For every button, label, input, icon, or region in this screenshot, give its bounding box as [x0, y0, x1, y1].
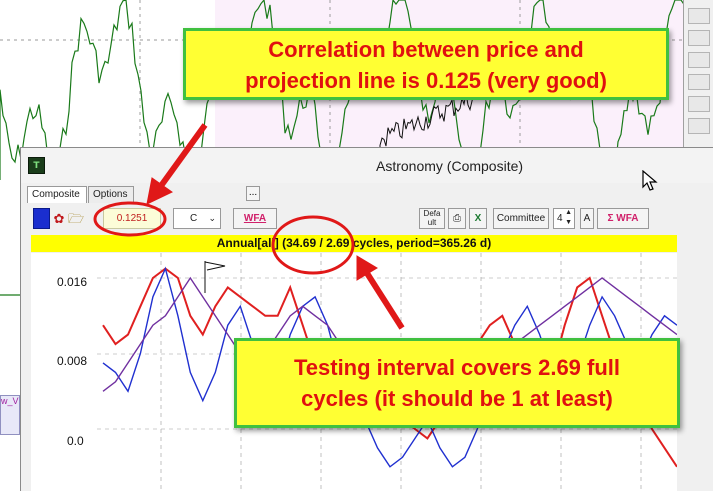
left-stub-label: w_V: [1, 396, 19, 406]
cycle-summary-bar: Annual[all] (34.69 / 2.69 cycles, period…: [31, 235, 677, 252]
color-swatch-button[interactable]: [33, 208, 50, 229]
spinner-value: 4: [557, 213, 563, 224]
dropdown-selected-value: C: [190, 213, 198, 224]
excel-export-icon[interactable]: X: [469, 208, 487, 229]
y-tick-label: 0.016: [57, 275, 88, 289]
mouse-cursor-icon: [642, 170, 658, 191]
side-button[interactable]: [688, 118, 710, 134]
toolbar: ✿ 🗁 0.1251 C ⌄ WFA Defa ult ⎙ X Committe…: [27, 204, 713, 234]
side-button[interactable]: [688, 74, 710, 90]
callout-line: Testing interval covers 2.69 full: [293, 355, 621, 380]
channel-dropdown[interactable]: C ⌄: [173, 208, 221, 229]
print-icon[interactable]: ⎙: [448, 208, 466, 229]
left-panel-stub: w_V: [0, 395, 20, 435]
astronomy-composite-window: T Astronomy (Composite) Composite Option…: [20, 147, 713, 491]
callout-line: projection line is 0.125 (very good): [245, 68, 607, 93]
window-title: Astronomy (Composite): [376, 158, 524, 174]
gear-icon[interactable]: ✿: [53, 211, 65, 226]
chevron-down-icon: ⌄: [208, 213, 216, 223]
flag-marker-icon: [204, 261, 226, 293]
wfa-button[interactable]: WFA: [233, 208, 277, 229]
callout-line: Correlation between price and: [268, 37, 584, 62]
testing-interval-callout: Testing interval covers 2.69 full cycles…: [234, 338, 680, 428]
side-button[interactable]: [688, 8, 710, 24]
app-logo-icon: T: [28, 157, 45, 174]
count-spinner[interactable]: 4 ▲ ▼: [553, 208, 575, 229]
committee-button[interactable]: Committee: [493, 208, 549, 229]
default-button[interactable]: Defa ult: [419, 208, 445, 229]
correlation-value-field: 0.1251: [103, 208, 161, 229]
a-button[interactable]: A: [580, 208, 594, 229]
sigma-wfa-button[interactable]: Σ WFA: [597, 208, 649, 229]
tab-options[interactable]: Options: [88, 186, 134, 203]
tab-more-button[interactable]: ...: [246, 186, 260, 201]
callout-line: cycles (it should be 1 at least): [301, 386, 613, 411]
correlation-callout: Correlation between price and projection…: [183, 28, 669, 100]
spinner-arrows-icon[interactable]: ▲ ▼: [565, 209, 572, 226]
title-bar[interactable]: T Astronomy (Composite): [21, 148, 713, 183]
y-tick-label: 0.0: [67, 434, 84, 448]
side-button[interactable]: [688, 96, 710, 112]
side-button[interactable]: [688, 52, 710, 68]
side-button[interactable]: [688, 30, 710, 46]
folder-open-icon[interactable]: 🗁: [68, 211, 85, 226]
y-tick-label: 0.008: [57, 354, 88, 368]
tab-composite[interactable]: Composite: [27, 186, 87, 203]
